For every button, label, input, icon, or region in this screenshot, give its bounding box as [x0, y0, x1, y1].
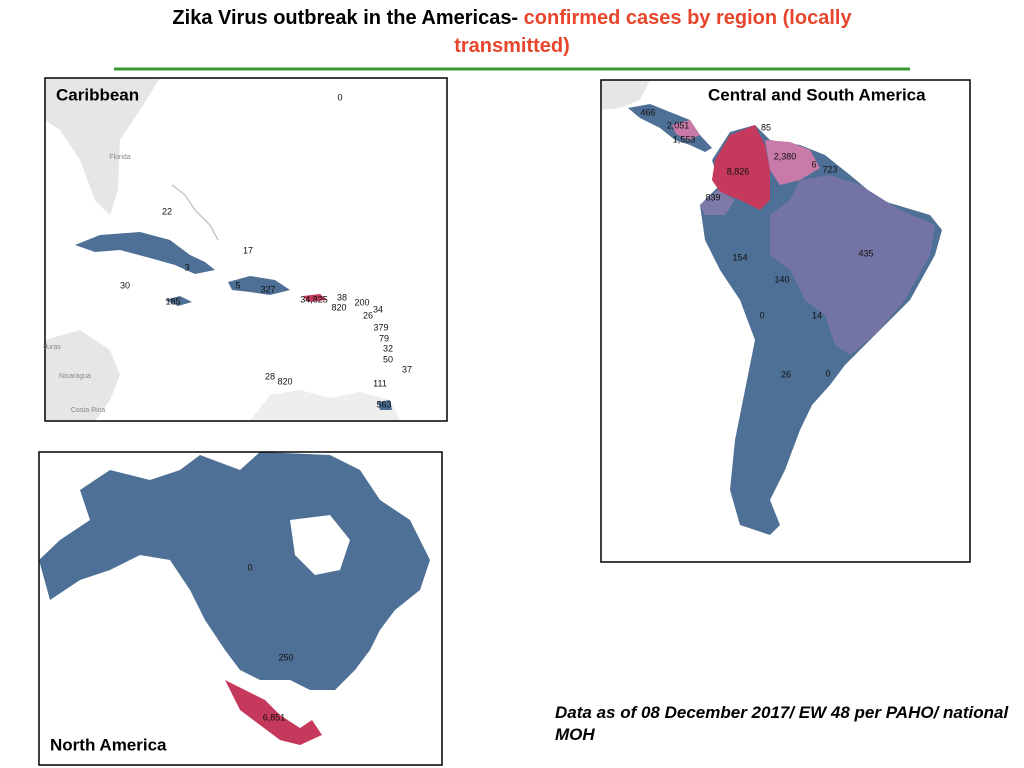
region-count-label: 34,825	[300, 294, 328, 304]
region-count-label: 5	[235, 280, 240, 290]
panel-border	[600, 79, 971, 563]
region-count-label: 563	[376, 399, 391, 409]
region-count-label: 820	[331, 302, 346, 312]
region-count-label: 1,553	[673, 134, 696, 144]
region-count-label: 34	[373, 304, 383, 314]
south-america-map	[601, 80, 942, 535]
place-name: Nicaragua	[59, 373, 91, 380]
region-count-label: 154	[732, 252, 747, 262]
region-count-label: 839	[705, 192, 720, 202]
region-count-label: 435	[858, 248, 873, 258]
region-count-label: 6,851	[263, 712, 286, 722]
region-count-label: 3	[184, 262, 189, 272]
region-count-label: 820	[277, 376, 292, 386]
region-count-label: 22	[162, 206, 172, 216]
region-count-label: 26	[363, 310, 373, 320]
region-count-label: 79	[379, 333, 389, 343]
title-lead: Zika Virus outbreak in the Americas-	[172, 7, 519, 29]
region-count-label: 32	[383, 343, 393, 353]
panel-title: North America	[50, 735, 167, 754]
region-count-label: 0	[825, 368, 830, 378]
panel-border	[38, 451, 443, 766]
region-count-label: 6	[811, 159, 816, 169]
panel-border	[44, 77, 448, 422]
region-count-label: 2,051	[667, 120, 690, 130]
region-count-label: 140	[774, 274, 789, 284]
place-name: Costa Rica	[71, 407, 105, 414]
title-highlight: confirmed cases by region (locally trans…	[454, 7, 852, 57]
panel-title: Central and South America	[708, 85, 926, 104]
slide-title: Zika Virus outbreak in the Americas- con…	[172, 4, 852, 60]
north-america-map	[39, 452, 430, 745]
region-count-label: 37	[402, 364, 412, 374]
place-name: duras	[43, 344, 61, 351]
region-count-label: 2,380	[774, 151, 797, 161]
region-count-label: 466	[640, 107, 655, 117]
region-count-label: 30	[120, 280, 130, 290]
region-count-label: 185	[165, 296, 180, 306]
region-count-label: 14	[812, 310, 822, 320]
region-count-label: 85	[761, 122, 771, 132]
region-count-label: 0	[337, 92, 342, 102]
region-count-label: 17	[243, 245, 253, 255]
place-name: Florida	[109, 154, 131, 161]
caribbean-map	[45, 78, 400, 421]
region-count-label: 8,826	[727, 166, 750, 176]
region-count-label: 327	[260, 284, 275, 294]
region-count-label: 28	[265, 371, 275, 381]
region-count-label: 723	[822, 164, 837, 174]
region-count-label: 0	[759, 310, 764, 320]
region-count-label: 0	[247, 562, 252, 572]
region-count-label: 38	[337, 292, 347, 302]
region-count-label: 26	[781, 369, 791, 379]
region-count-label: 200	[354, 297, 369, 307]
region-count-label: 111	[373, 378, 387, 388]
region-count-label: 379	[373, 322, 388, 332]
region-count-label: 250	[278, 652, 293, 662]
region-count-label: 50	[383, 354, 393, 364]
data-note: Data as of 08 December 2017/ EW 48 per P…	[555, 703, 1009, 744]
panel-title: Caribbean	[56, 85, 139, 104]
